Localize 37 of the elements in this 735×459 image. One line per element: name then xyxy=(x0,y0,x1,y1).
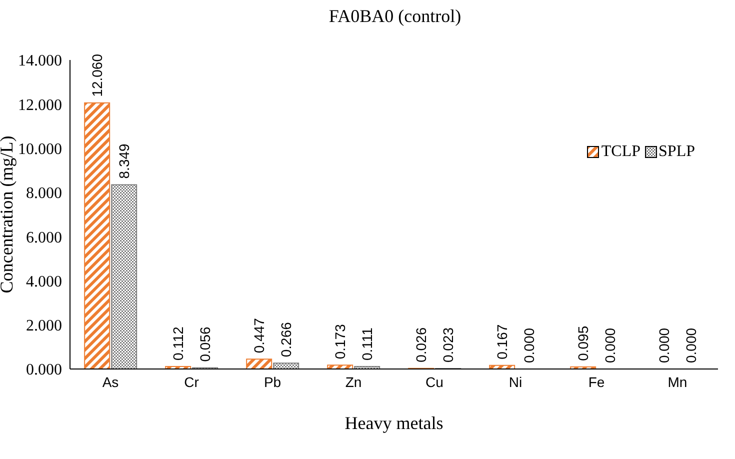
chart-title: FA0BA0 (control) xyxy=(328,6,462,26)
data-label: 0.167 xyxy=(494,324,510,360)
y-tick-label: 14.000 xyxy=(18,52,62,70)
x-tick-label: Cu xyxy=(426,374,444,390)
data-label: 0.026 xyxy=(413,327,430,362)
x-tick-label: As xyxy=(102,374,119,390)
data-label: 0.056 xyxy=(197,326,214,362)
x-tick-label: Fe xyxy=(588,374,605,390)
x-tick-label: Mn xyxy=(668,374,688,390)
data-label: 0.111 xyxy=(359,327,376,361)
x-tick-label: Pb xyxy=(264,374,282,390)
data-label: 0.112 xyxy=(170,326,186,361)
legend-label: TCLP xyxy=(600,143,641,161)
data-label: 0.447 xyxy=(251,318,268,354)
data-label: 0.173 xyxy=(332,324,348,360)
data-label: 0.266 xyxy=(278,322,294,358)
y-tick-label: 4.000 xyxy=(26,273,62,290)
legend-label: SPLP xyxy=(658,143,695,161)
x-tick-label: Zn xyxy=(345,374,362,390)
data-label: 0.000 xyxy=(683,328,700,363)
data-label: 0.000 xyxy=(656,328,672,363)
data-label: 0.023 xyxy=(440,327,456,362)
x-tick-label: Ni xyxy=(508,374,522,390)
data-label: 12.060 xyxy=(89,54,106,97)
y-tick-label: 10.000 xyxy=(18,140,62,158)
x-axis-title: Heavy metals xyxy=(344,413,444,433)
y-tick-label: 2.000 xyxy=(26,318,62,335)
x-tick-label: Cr xyxy=(184,374,200,390)
y-tick-label: 12.000 xyxy=(18,96,62,114)
y-tick-label: 6.000 xyxy=(26,229,62,246)
y-tick-label: 0.000 xyxy=(26,362,62,379)
data-label: 0.000 xyxy=(521,328,538,363)
y-axis-title: Concentration (mg/L) xyxy=(0,136,16,294)
data-label: 8.349 xyxy=(116,143,132,179)
data-label: 0.000 xyxy=(602,328,618,363)
y-tick-label: 8.000 xyxy=(26,185,62,202)
data-label: 0.095 xyxy=(575,326,592,361)
